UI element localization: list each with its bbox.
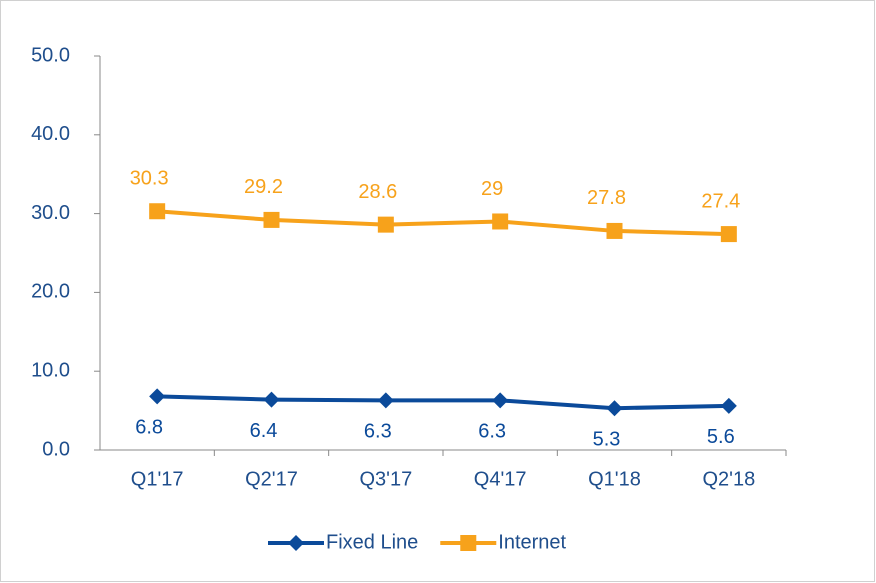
series-line (157, 394, 729, 411)
x-tick-label: Q4'17 (474, 468, 527, 490)
data-point (263, 211, 280, 228)
x-tick-label: Q3'17 (359, 468, 412, 490)
x-tick-label: Q2'17 (245, 468, 298, 490)
data-label: 29.2 (244, 176, 283, 198)
y-tick-label: 30.0 (31, 202, 70, 224)
data-point (377, 216, 394, 233)
data-point (263, 391, 280, 408)
data-label: 27.4 (701, 190, 740, 212)
y-tick-label: 20.0 (31, 281, 70, 303)
data-point (492, 392, 509, 409)
data-point (720, 397, 737, 414)
y-tick-label: 40.0 (31, 123, 70, 145)
data-label: 28.6 (358, 181, 397, 203)
legend-marker (288, 535, 304, 551)
series-line (157, 209, 729, 237)
data-point (492, 213, 509, 230)
data-point (606, 400, 623, 417)
x-tick-label: Q1'17 (131, 468, 184, 490)
x-tick-label: Q1'18 (588, 468, 641, 490)
data-label: 6.4 (250, 420, 278, 442)
y-tick-label: 10.0 (31, 359, 70, 381)
data-label: 5.6 (707, 426, 735, 448)
data-label: 29 (481, 178, 503, 200)
data-point (149, 203, 166, 220)
data-label: 6.3 (364, 421, 392, 443)
legend-marker (460, 535, 477, 551)
data-point (720, 226, 737, 243)
y-tick-label: 50.0 (31, 44, 70, 66)
data-point (377, 392, 394, 409)
y-tick-label: 0.0 (42, 438, 70, 460)
x-tick-label: Q2'18 (702, 468, 755, 490)
data-point (149, 388, 166, 405)
data-label: 30.3 (130, 168, 169, 190)
legend-label: Internet (498, 531, 566, 553)
data-label: 6.8 (135, 417, 163, 439)
legend-label: Fixed Line (326, 531, 418, 553)
data-label: 27.8 (587, 187, 626, 209)
data-label: 6.3 (478, 421, 506, 443)
data-label: 5.3 (593, 429, 621, 451)
data-point (606, 222, 623, 239)
